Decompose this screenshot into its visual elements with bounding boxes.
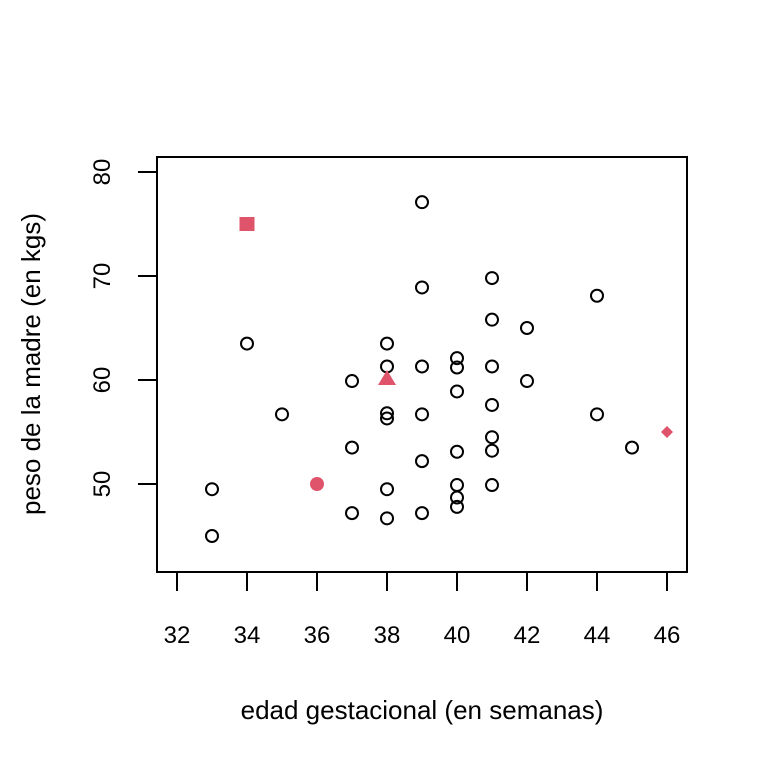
data-point — [345, 440, 359, 455]
x-tick-label: 34 — [234, 622, 261, 649]
data-point — [415, 280, 429, 295]
x-tick-label: 40 — [444, 622, 471, 649]
data-point — [520, 321, 534, 335]
data-point — [485, 397, 499, 412]
data-point — [485, 271, 499, 286]
data-point — [415, 506, 429, 521]
highlight-diamond-point — [661, 426, 673, 438]
data-point — [450, 499, 464, 514]
y-tick-label: 70 — [89, 263, 116, 290]
data-point — [345, 506, 359, 521]
data-point — [380, 482, 394, 497]
x-tick-label: 44 — [584, 622, 611, 649]
data-point — [415, 359, 429, 374]
data-point — [450, 360, 464, 375]
highlight-square-point — [239, 217, 255, 231]
data-point — [380, 336, 394, 351]
highlight-circle-point — [310, 477, 324, 491]
data-point — [450, 351, 464, 366]
data-point — [380, 411, 394, 426]
y-tick-label: 60 — [89, 367, 116, 394]
y-axis: 50 60 70 80 — [89, 159, 157, 498]
y-axis-title: peso de la madre (en kgs) — [16, 213, 46, 515]
data-point — [415, 454, 429, 469]
data-point — [485, 359, 499, 374]
data-point — [205, 529, 219, 543]
data-point — [590, 407, 604, 422]
plot-frame — [156, 156, 688, 573]
data-point — [485, 430, 499, 445]
x-axis-title: edad gestacional (en semanas) — [241, 695, 604, 725]
data-point — [275, 407, 289, 422]
data-point — [590, 288, 604, 303]
data-point — [450, 490, 464, 505]
data-point — [450, 478, 464, 493]
x-tick-label: 38 — [374, 622, 401, 649]
x-tick-label: 36 — [304, 622, 331, 649]
data-point — [450, 384, 464, 399]
highlight-triangle-point — [378, 370, 396, 385]
data-point — [415, 407, 429, 422]
data-point — [380, 406, 394, 421]
y-tick-label: 80 — [89, 159, 116, 186]
data-point — [450, 444, 464, 459]
data-point — [485, 478, 499, 493]
y-tick-label: 50 — [89, 471, 116, 498]
x-tick-label: 32 — [164, 622, 191, 649]
data-point — [520, 374, 534, 389]
x-tick-label: 46 — [654, 622, 681, 649]
data-point — [240, 336, 254, 351]
data-point — [485, 312, 499, 327]
x-axis: 32 34 36 38 40 42 44 46 — [164, 572, 681, 649]
data-point — [625, 440, 639, 455]
x-tick-label: 42 — [514, 622, 541, 649]
data-points — [205, 195, 673, 543]
data-point — [485, 443, 499, 458]
data-point — [380, 511, 394, 526]
data-point — [205, 482, 219, 497]
data-point — [415, 195, 429, 210]
data-point — [345, 374, 359, 389]
